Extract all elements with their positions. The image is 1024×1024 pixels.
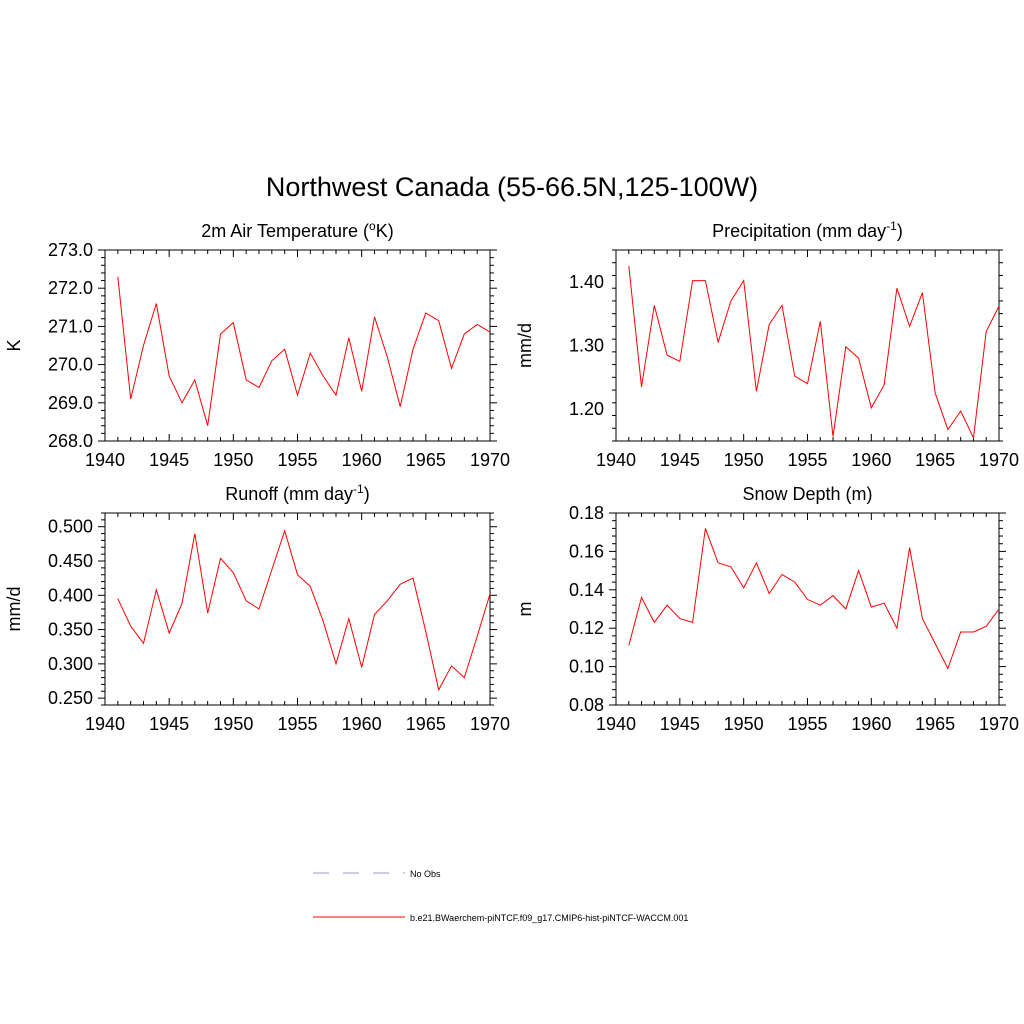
chart-panel-3: Runoff (mm day-1) mm/d 1940 1945 1950 1955 196… <box>4 482 510 734</box>
y-tick-label: 268.0 <box>48 431 93 451</box>
y-tick-label: 1.30 <box>569 336 604 356</box>
y-tick-label: 0.08 <box>569 695 604 715</box>
panel-title-text-end: ) <box>897 221 903 241</box>
x-tick-label: 1960 <box>851 450 891 470</box>
figure-title: Northwest Canada (55-66.5N,125-100W) <box>266 172 758 202</box>
panel-title-text: Runoff (mm day <box>225 484 353 504</box>
x-tick-label: 1965 <box>915 714 955 734</box>
panel-title: 2m Air Temperature (oK) <box>201 219 393 241</box>
x-tick-label: 1970 <box>979 714 1019 734</box>
y-tick-label: 0.500 <box>48 517 93 537</box>
y-axis-label: mm/d <box>515 323 535 368</box>
x-tick-label: 1960 <box>342 450 382 470</box>
chart-panel-4: Snow Depth (m) m 1940 1945 1950 1955 1960 1965 1… <box>515 484 1019 734</box>
x-tick-label: 1965 <box>406 450 446 470</box>
x-tick-label: 1955 <box>787 714 827 734</box>
y-tick-label: 1.40 <box>569 272 604 292</box>
y-tick-label: 0.450 <box>48 551 93 571</box>
panel-title-text: Precipitation (mm day <box>712 221 886 241</box>
legend: No Obs b.e21.BWaerchem-piNTCF.f09_g17.CMI… <box>313 869 688 923</box>
y-axis-label: K <box>4 339 24 351</box>
x-tick-label: 1940 <box>596 450 636 470</box>
chart-panel-1: 2m Air Temperature (oK) K 1940 1945 1950 1955… <box>4 219 510 470</box>
x-tick-label: 1945 <box>660 450 700 470</box>
x-tick-label: 1955 <box>277 450 317 470</box>
panels: 2m Air Temperature (oK) K 1940 1945 1950 1955… <box>4 219 1019 734</box>
x-tick-label: 1945 <box>149 714 189 734</box>
y-axis-label: m <box>515 602 535 617</box>
y-tick-label: 0.400 <box>48 585 93 605</box>
y-tick-label: 0.18 <box>569 503 604 523</box>
y-tick-label: 0.10 <box>569 657 604 677</box>
plot-frame <box>104 512 491 706</box>
y-tick-label: 273.0 <box>48 240 93 260</box>
y-tick-label: 272.0 <box>48 278 93 298</box>
x-tick-label: 1950 <box>724 714 764 734</box>
panel-title-text: 2m Air Temperature ( <box>201 221 369 241</box>
panel-title: Snow Depth (m) <box>742 484 872 504</box>
panel-title-text-end: K) <box>376 221 394 241</box>
x-tick-label: 1945 <box>149 450 189 470</box>
y-tick-label: 0.350 <box>48 620 93 640</box>
plot-frame <box>104 249 491 442</box>
x-tick-label: 1960 <box>851 714 891 734</box>
y-tick-label: 271.0 <box>48 316 93 336</box>
x-tick-label: 1940 <box>85 450 125 470</box>
x-tick-label: 1945 <box>660 714 700 734</box>
x-tick-label: 1940 <box>596 714 636 734</box>
x-tick-label: 1965 <box>406 714 446 734</box>
y-tick-label: 1.20 <box>569 399 604 419</box>
x-tick-label: 1955 <box>277 714 317 734</box>
panel-title-superscript: o <box>369 219 376 233</box>
y-tick-label: 0.300 <box>48 654 93 674</box>
plot-frame <box>615 512 1000 706</box>
x-tick-label: 1955 <box>787 450 827 470</box>
x-tick-label: 1940 <box>85 714 125 734</box>
x-tick-label: 1950 <box>213 450 253 470</box>
series-line <box>628 265 1000 440</box>
y-tick-label: 0.12 <box>569 618 604 638</box>
series-line <box>117 529 491 692</box>
panel-title: Runoff (mm day-1) <box>225 482 369 504</box>
panel-title-text-end: ) <box>364 484 370 504</box>
chart-panel-2: Precipitation (mm day-1) mm/d 1940 1945 1950… <box>515 219 1019 470</box>
y-tick-label: 0.250 <box>48 688 93 708</box>
series-line <box>628 528 1000 670</box>
x-tick-label: 1965 <box>915 450 955 470</box>
y-tick-label: 269.0 <box>48 393 93 413</box>
y-axis-label: mm/d <box>4 587 24 632</box>
y-tick-label: 0.14 <box>569 580 604 600</box>
x-tick-label: 1970 <box>470 450 510 470</box>
legend-label-2: b.e21.BWaerchem-piNTCF.f09_g17.CMIP6-his… <box>410 913 688 923</box>
y-tick-label: 270.0 <box>48 355 93 375</box>
panel-title: Precipitation (mm day-1) <box>712 219 903 241</box>
legend-label-1: No Obs <box>410 869 441 879</box>
x-tick-label: 1970 <box>979 450 1019 470</box>
panel-title-superscript: -1 <box>353 482 364 496</box>
x-tick-label: 1950 <box>724 450 764 470</box>
x-tick-label: 1950 <box>213 714 253 734</box>
panel-title-superscript: -1 <box>886 219 897 233</box>
x-tick-label: 1970 <box>470 714 510 734</box>
x-tick-label: 1960 <box>342 714 382 734</box>
y-tick-label: 0.16 <box>569 541 604 561</box>
panel-title-text: Snow Depth (m) <box>742 484 872 504</box>
series-line <box>117 276 491 426</box>
